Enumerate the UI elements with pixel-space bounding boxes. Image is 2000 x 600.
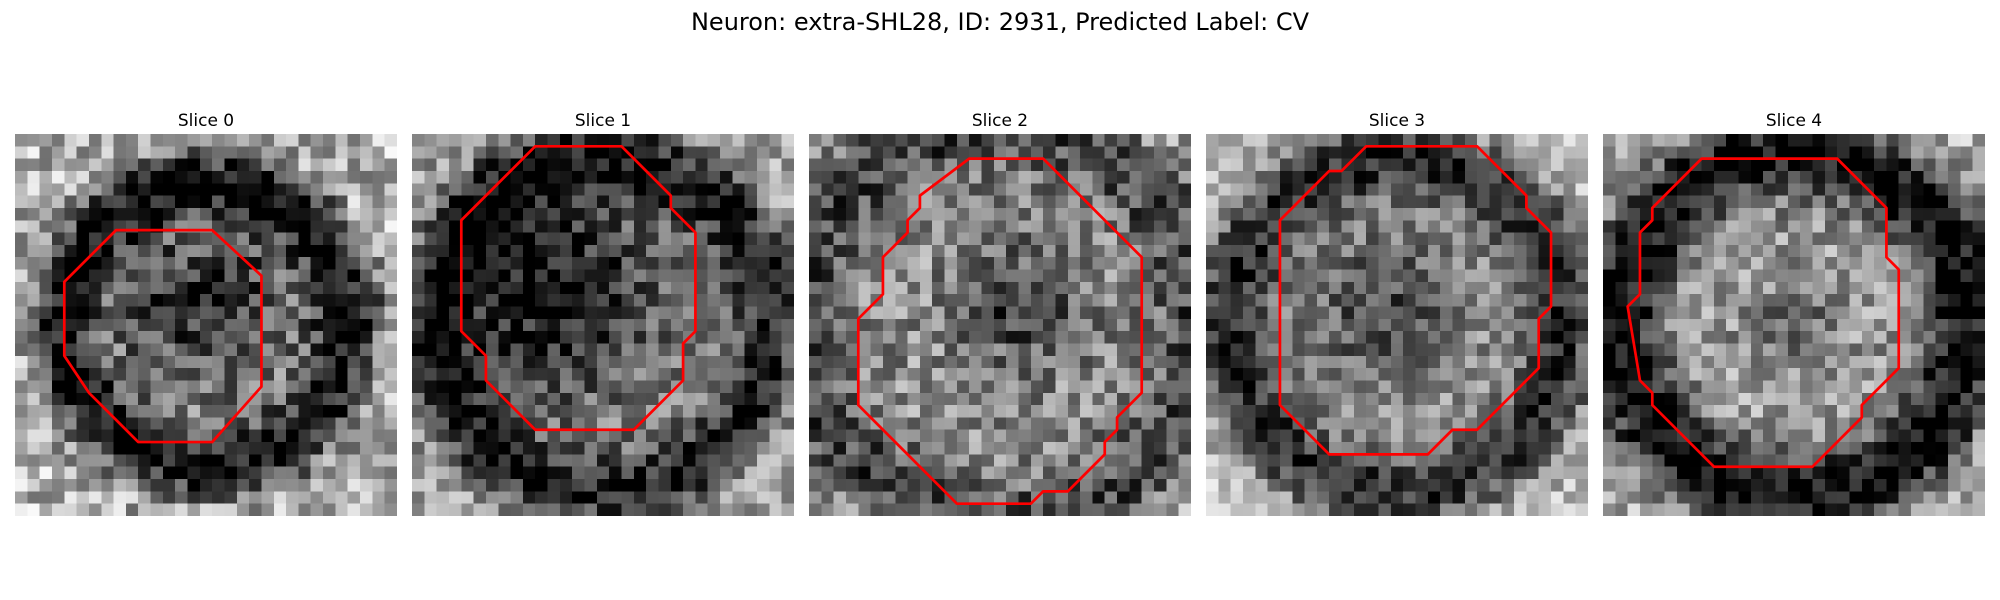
slice-title-2: Slice 2 — [971, 111, 1029, 131]
contour-outline-2 — [856, 157, 1144, 506]
slice-panel-3: Slice 3 — [1206, 110, 1588, 516]
figure-title: Neuron: extra-SHL28, ID: 2931, Predicted… — [690, 8, 1310, 36]
contour-outline-4 — [1626, 157, 1901, 469]
slice-title-4: Slice 4 — [1765, 111, 1823, 131]
slice-title-0: Slice 0 — [177, 111, 235, 131]
slice-image-3 — [1206, 134, 1588, 516]
contour-outline-0 — [62, 228, 263, 444]
slice-image-1 — [412, 134, 794, 516]
slice-title-1: Slice 1 — [574, 111, 632, 131]
slice-title-3: Slice 3 — [1368, 111, 1426, 131]
slice-image-2 — [809, 134, 1191, 516]
slice-panel-4: Slice 4 — [1603, 110, 1985, 516]
slice-panel-0: Slice 0 — [15, 110, 397, 516]
slice-panel-2: Slice 2 — [809, 110, 1191, 516]
contour-outline-1 — [459, 144, 697, 432]
slice-panel-1: Slice 1 — [412, 110, 794, 516]
slice-image-0 — [15, 134, 397, 516]
contour-outline-3 — [1278, 144, 1553, 456]
slice-image-4 — [1603, 134, 1985, 516]
